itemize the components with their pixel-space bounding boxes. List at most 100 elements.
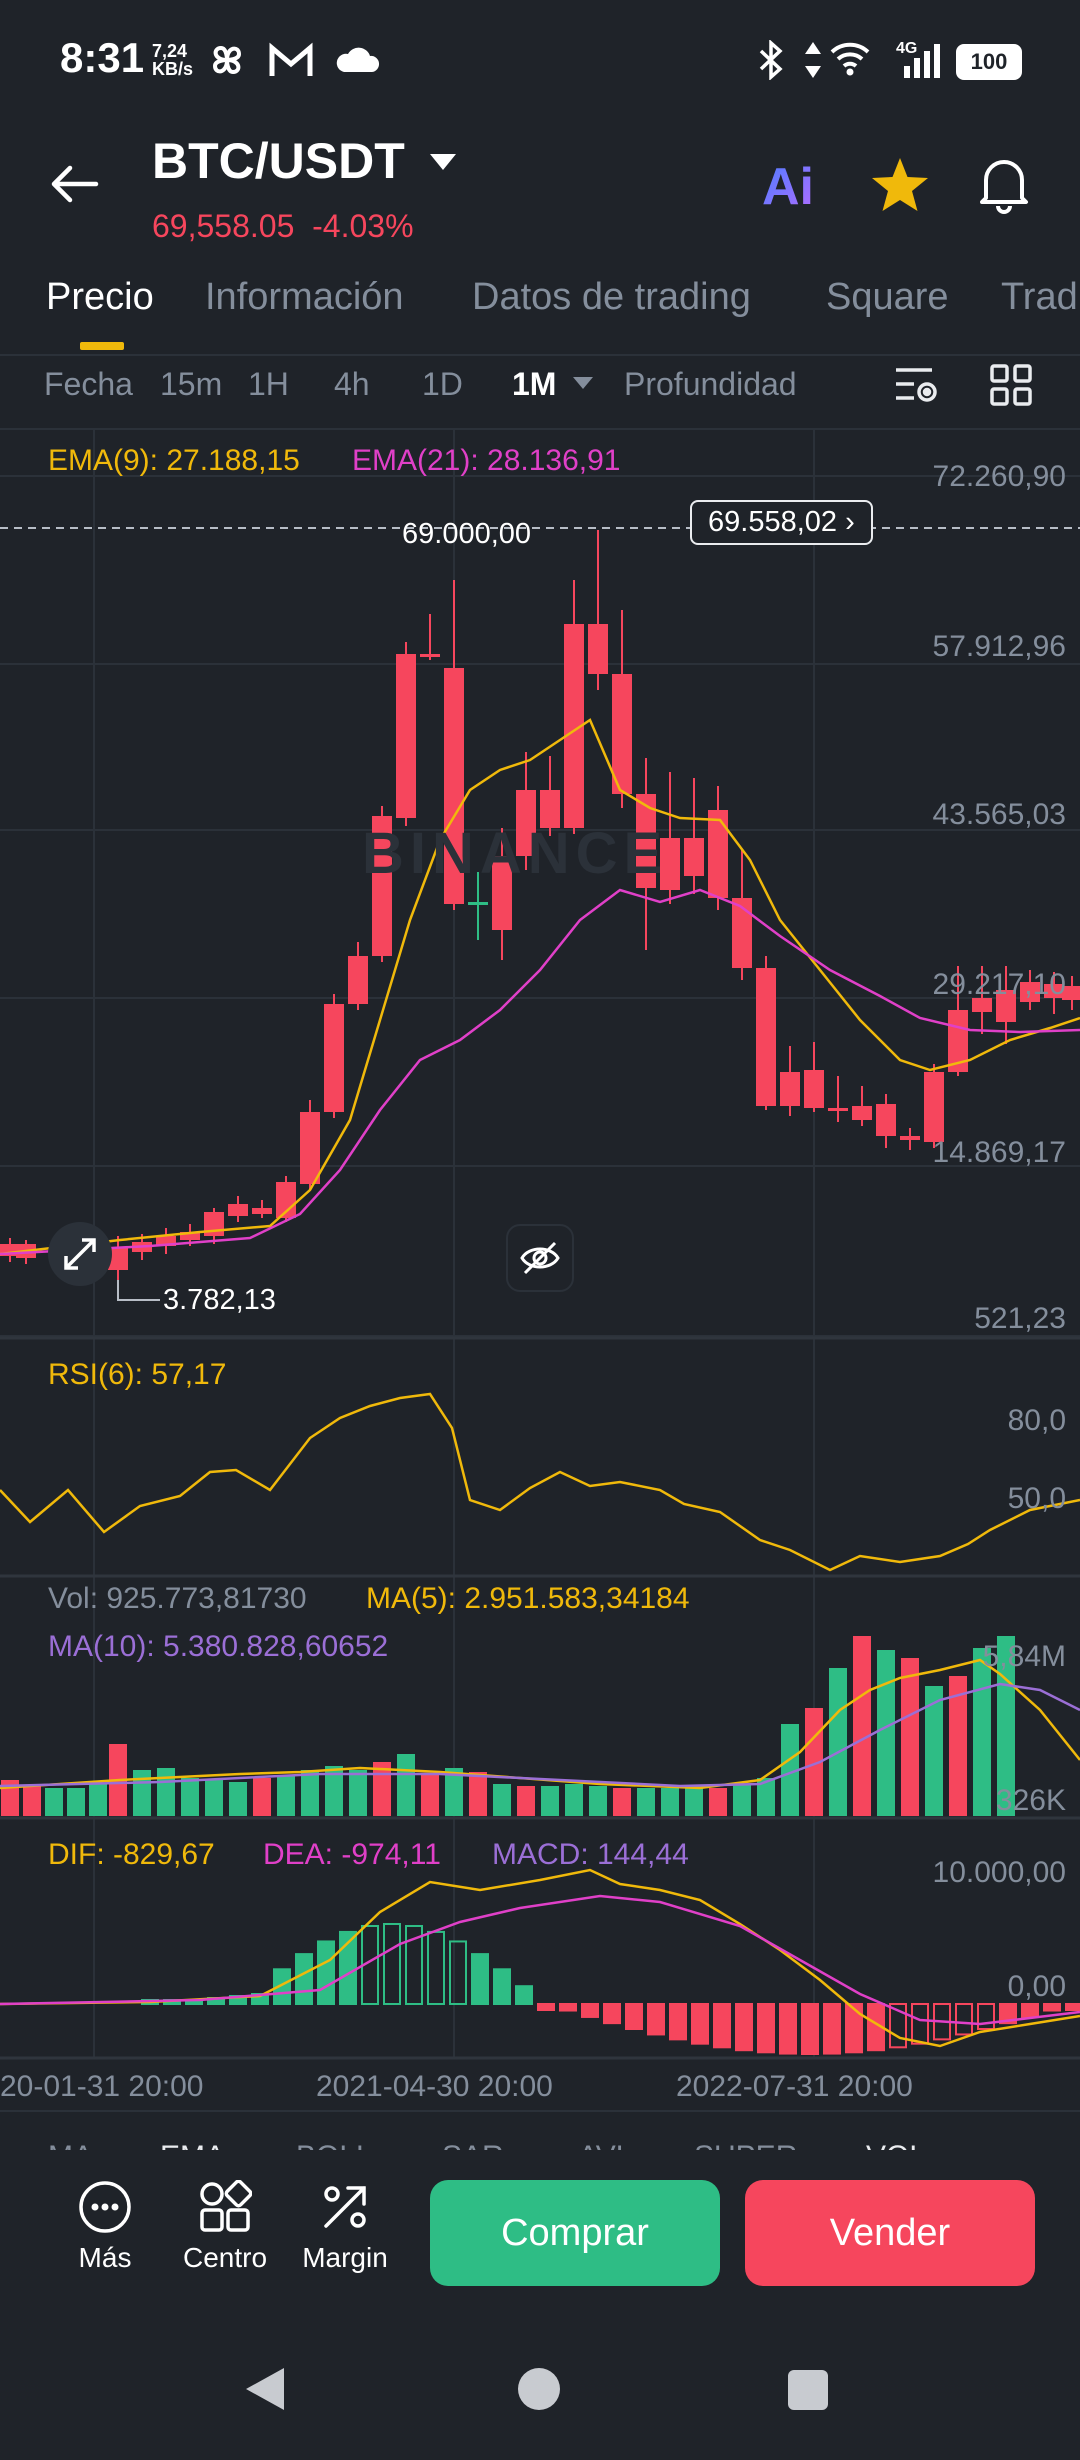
favorite-star-icon[interactable] (870, 156, 930, 214)
candle-body (228, 1204, 248, 1216)
macd-histogram-bar (625, 2003, 643, 2030)
macd-axis-label: 10.000,00 (932, 1856, 1066, 1889)
tab-informacion[interactable]: Información (205, 276, 404, 318)
price-chart[interactable] (0, 430, 1080, 2110)
interval-1m[interactable]: 1M (512, 366, 557, 402)
tab-active-indicator (80, 342, 124, 350)
volume-bar (157, 1768, 175, 1816)
macd-histogram-bar (669, 2003, 687, 2041)
pair-dropdown-icon[interactable] (428, 152, 458, 172)
buy-button[interactable]: Comprar (430, 2180, 720, 2286)
rsi-axis-label: 80,0 (1007, 1404, 1066, 1437)
rsi-axis-label: 50,0 (1007, 1482, 1066, 1515)
volume-bar (89, 1784, 107, 1816)
candle-body (516, 790, 536, 856)
nav-recents-icon[interactable] (786, 2368, 830, 2412)
interval-profundidad[interactable]: Profundidad (624, 366, 797, 402)
current-price-tag[interactable]: 69.558,02 › (690, 500, 873, 545)
expand-icon (64, 1238, 96, 1270)
macd-dif-line (0, 1868, 1080, 2048)
nav-back-icon[interactable] (242, 2364, 288, 2414)
volume-bar (301, 1770, 319, 1816)
candle-body (684, 838, 704, 876)
cloud-icon (336, 47, 380, 72)
nav-home-icon[interactable] (516, 2366, 562, 2412)
pair-title[interactable]: BTC/USDT (152, 133, 405, 189)
macd-histogram-bar (757, 2003, 775, 2054)
candle-body (156, 1236, 176, 1246)
macd-histogram-bar (1065, 2003, 1080, 2011)
volume-bar (901, 1658, 919, 1816)
macd-value-legend: MACD: 144,44 (492, 1838, 689, 1871)
watermark: BINANCE (362, 821, 669, 886)
volume-bar (853, 1636, 871, 1816)
tab-trading[interactable]: Trad (1001, 276, 1078, 318)
macd-histogram-bar (735, 2003, 753, 2052)
volume-legend: Vol: 925.773,81730 (48, 1582, 307, 1615)
macd-histogram-bar (801, 2003, 819, 2055)
macd-histogram-bar (999, 2003, 1017, 2025)
signal-icon (904, 44, 940, 78)
interval-4h[interactable]: 4h (334, 366, 370, 402)
more-button[interactable]: Más (50, 2180, 160, 2274)
macd-histogram-bar (955, 2003, 973, 2036)
chart-settings-icon[interactable] (894, 364, 940, 406)
center-label: Centro (182, 2242, 268, 2273)
volume-bar (253, 1778, 271, 1816)
margin-icon (324, 2186, 366, 2228)
date-axis-label: 20-01-31 20:00 (0, 2070, 204, 2103)
low-price-label: 3.782,13 (163, 1284, 276, 1316)
volume-bar (925, 1686, 943, 1816)
candle-body (1044, 984, 1064, 998)
volume-bar (517, 1786, 535, 1816)
interval-dropdown-icon[interactable] (572, 376, 594, 390)
center-button[interactable]: Centro (170, 2180, 280, 2274)
grid-layout-icon[interactable] (990, 364, 1032, 406)
volume-bar (325, 1766, 343, 1816)
price-axis-label: 72.260,90 (932, 460, 1066, 493)
sell-button[interactable]: Vender (745, 2180, 1035, 2286)
ema21-line (0, 888, 1080, 1256)
candle-body (660, 838, 680, 890)
macd-histogram-bar (977, 2003, 995, 2030)
price-change: -4.03% (312, 208, 414, 244)
rsi-line (0, 1392, 1080, 1572)
ai-icon[interactable]: Ai (762, 160, 828, 210)
interval-1h[interactable]: 1H (248, 366, 289, 402)
ema9-legend: EMA(9): 27.188,15 (48, 444, 300, 477)
macd-histogram-bar (823, 2003, 841, 2055)
indicator-divider (0, 2110, 1080, 2112)
candle-body (276, 1182, 296, 1218)
volume-bar (349, 1770, 367, 1816)
price-axis-label: 14.869,17 (932, 1136, 1066, 1169)
macd-histogram-bar (845, 2003, 863, 2054)
interval-15m[interactable]: 15m (160, 366, 223, 402)
candle-body (780, 1072, 800, 1106)
back-arrow-icon[interactable] (48, 164, 100, 204)
status-bar: 8:31 7,24 KB/s 4G 100 (0, 0, 1080, 120)
macd-histogram-bar (427, 1930, 445, 2005)
volume-bar (397, 1754, 415, 1816)
margin-button[interactable]: Margin (290, 2180, 400, 2274)
macd-histogram-bar (383, 1923, 401, 2005)
wifi-icon (830, 42, 870, 76)
candle-body (324, 1004, 344, 1112)
candle-body (900, 1136, 920, 1140)
macd-histogram-bar (471, 1953, 489, 2006)
candle-body (468, 902, 488, 905)
macd-histogram-bar (317, 1940, 335, 2006)
tab-square[interactable]: Square (826, 276, 949, 318)
fullscreen-button[interactable] (48, 1222, 112, 1286)
tab-precio[interactable]: Precio (46, 276, 154, 318)
svg-text:Ai: Ai (762, 160, 814, 210)
volume-bar (589, 1786, 607, 1816)
macd-histogram-bar (603, 2003, 621, 2025)
interval-1d[interactable]: 1D (422, 366, 463, 402)
interval-fecha[interactable]: Fecha (44, 366, 133, 402)
bell-icon[interactable] (976, 154, 1032, 214)
candle-body (732, 898, 752, 968)
candle-body (492, 856, 512, 930)
tab-datos-de-trading[interactable]: Datos de trading (472, 276, 751, 318)
volume-bar (205, 1780, 223, 1816)
hide-button[interactable] (506, 1224, 574, 1292)
